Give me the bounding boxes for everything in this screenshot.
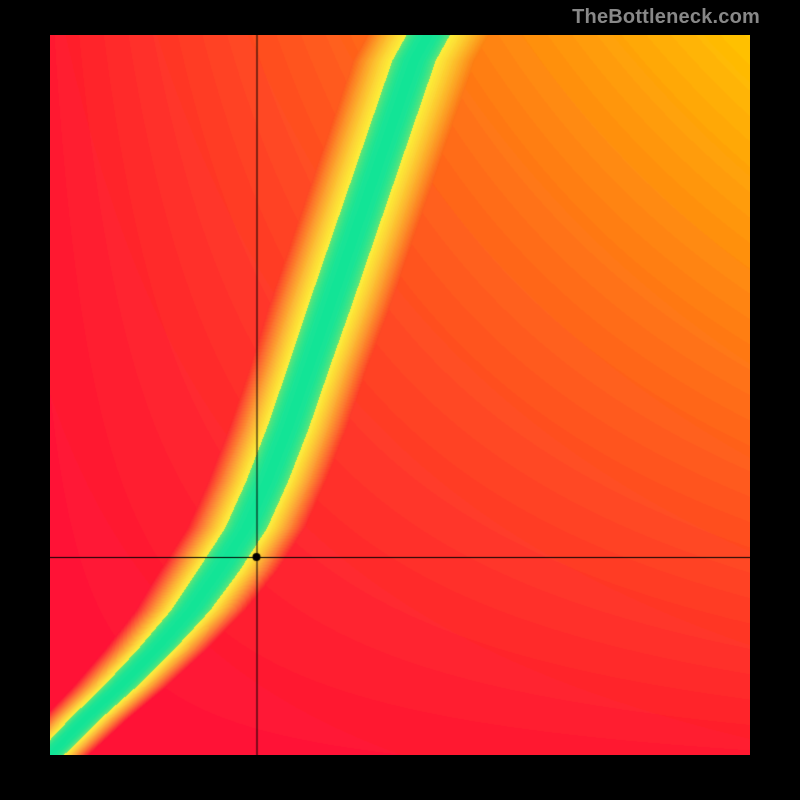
heatmap-canvas — [50, 35, 750, 755]
bottleneck-heatmap — [50, 35, 750, 755]
chart-frame: TheBottleneck.com — [0, 0, 800, 800]
watermark-text: TheBottleneck.com — [572, 6, 760, 29]
